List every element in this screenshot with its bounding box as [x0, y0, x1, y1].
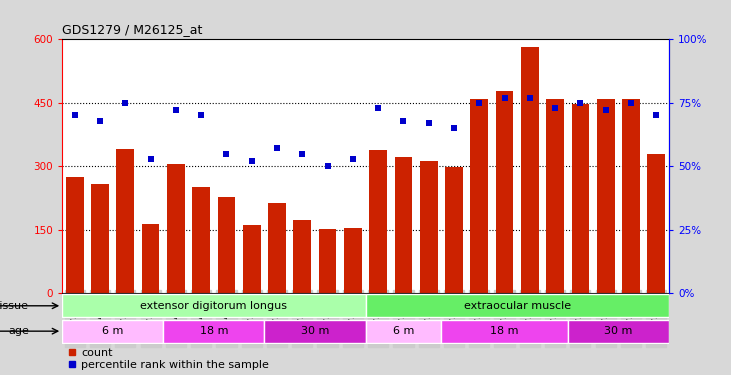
Point [372, 105, 384, 111]
Point [398, 118, 409, 124]
Text: age: age [8, 326, 29, 336]
Bar [319, 229, 336, 293]
Bar [442, 320, 568, 343]
Point [549, 105, 561, 111]
Text: 6 m: 6 m [393, 326, 414, 336]
Bar [496, 91, 513, 293]
Text: 30 m: 30 m [604, 326, 632, 336]
Bar [243, 225, 260, 293]
Point [322, 163, 333, 169]
Text: 18 m: 18 m [491, 326, 519, 336]
Bar [521, 46, 539, 293]
Bar [395, 157, 412, 293]
Text: extraocular muscle: extraocular muscle [463, 301, 571, 311]
Bar [192, 186, 210, 293]
Bar [62, 294, 366, 317]
Bar [622, 99, 640, 293]
Text: 6 m: 6 m [102, 326, 124, 336]
Bar [66, 177, 83, 293]
Bar [91, 184, 109, 293]
Bar [366, 294, 669, 317]
Text: GDS1279 / M26125_at: GDS1279 / M26125_at [62, 22, 202, 36]
Legend: count, percentile rank within the sample: count, percentile rank within the sample [68, 348, 269, 370]
Text: extensor digitorum longus: extensor digitorum longus [140, 301, 287, 311]
Bar [648, 154, 665, 293]
Bar [471, 99, 488, 293]
Point [499, 95, 510, 101]
Point [625, 100, 637, 106]
Point [94, 118, 106, 124]
Bar [344, 228, 362, 293]
Point [448, 125, 460, 131]
Bar [265, 320, 366, 343]
Bar [568, 320, 669, 343]
Bar [420, 161, 438, 293]
Bar [167, 164, 185, 293]
Point [651, 112, 662, 118]
Text: 18 m: 18 m [200, 326, 228, 336]
Bar [62, 320, 163, 343]
Bar [268, 203, 286, 293]
Point [119, 100, 131, 106]
Bar [369, 150, 387, 293]
Point [600, 107, 612, 113]
Point [423, 120, 434, 126]
Point [195, 112, 207, 118]
Point [271, 146, 283, 152]
Bar [142, 224, 159, 293]
Point [145, 156, 156, 162]
Text: tissue: tissue [0, 301, 29, 311]
Bar [596, 99, 615, 293]
Bar [366, 320, 442, 343]
Bar [218, 196, 235, 293]
Point [297, 150, 308, 156]
Bar [293, 220, 311, 293]
Point [246, 158, 257, 164]
Point [474, 100, 485, 106]
Bar [546, 99, 564, 293]
Text: 30 m: 30 m [300, 326, 329, 336]
Point [575, 100, 586, 106]
Point [524, 95, 536, 101]
Point [221, 150, 232, 156]
Point [170, 107, 182, 113]
Bar [116, 149, 135, 293]
Bar [445, 167, 463, 293]
Point [69, 112, 80, 118]
Point [347, 156, 359, 162]
Bar [163, 320, 265, 343]
Bar [572, 104, 589, 293]
